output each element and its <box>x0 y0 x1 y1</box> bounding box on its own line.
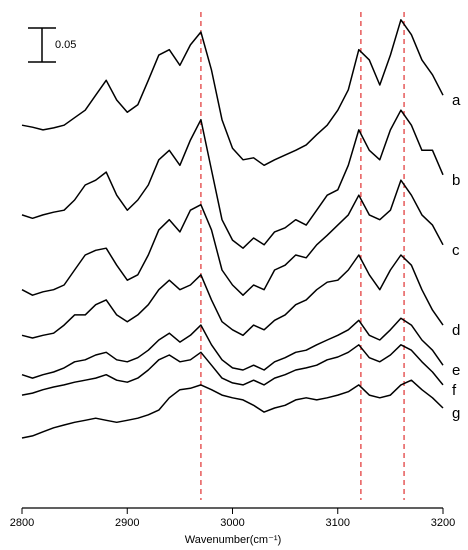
series-label: e <box>452 362 460 379</box>
series-label: f <box>452 382 457 399</box>
x-tick-label: 2900 <box>115 517 139 529</box>
spectrum-line <box>21 179 444 296</box>
x-tick-label: 3200 <box>431 517 455 529</box>
scale-bar-label: 0.05 <box>55 39 76 51</box>
series-label: b <box>452 172 460 189</box>
series-label: d <box>452 322 460 339</box>
spectrum-line <box>21 19 444 167</box>
spectrum-line <box>21 254 444 339</box>
spectrum-line <box>21 317 444 379</box>
x-axis-label: Wavenumber(cm⁻¹) <box>185 534 281 546</box>
spectrum-line <box>21 109 444 249</box>
spectrum-line <box>21 379 444 439</box>
spectrum-line <box>21 344 444 396</box>
x-tick-label: 3000 <box>220 517 244 529</box>
x-tick-label: 3100 <box>326 517 350 529</box>
series-label: c <box>452 242 460 259</box>
series-label: a <box>452 92 461 109</box>
x-tick-label: 2800 <box>10 517 34 529</box>
series-label: g <box>452 405 460 422</box>
